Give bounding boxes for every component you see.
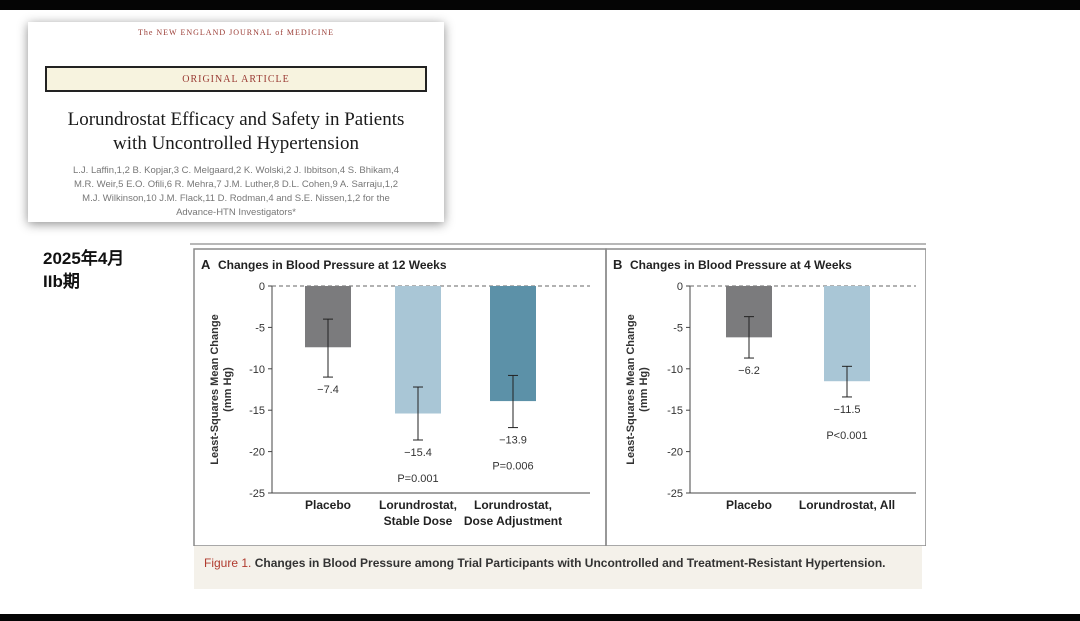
chart-panel-a: A Changes in Blood Pressure at 12 Weeks 0 -… <box>193 248 607 546</box>
bar-value-label: −6.2 <box>738 365 760 377</box>
paper-title-line-2: with Uncontrolled Hypertension <box>113 133 359 154</box>
journal-name: The NEW ENGLAND JOURNAL of MEDICINE <box>137 28 335 37</box>
category-label: Lorundrostat, <box>474 498 552 512</box>
chart-panel-b: B Changes in Blood Pressure at 4 Weeks 0 -5… <box>605 248 926 546</box>
top-black-bar <box>0 0 1080 10</box>
figure-caption-area: Figure 1. Changes in Blood Pressure amon… <box>194 546 922 589</box>
y-tick-label: -20 <box>249 447 265 459</box>
y-axis-units: (mm Hg) <box>638 367 650 412</box>
y-tick-label: -10 <box>249 364 265 376</box>
article-type-label: ORIGINAL ARTICLE <box>182 74 290 85</box>
author-line-2: M.R. Weir,5 E.O. Ofili,6 R. Mehra,7 J.M.… <box>73 179 399 190</box>
figure-caption-text: Changes in Blood Pressure among Trial Pa… <box>254 556 886 570</box>
y-axis-units: (mm Hg) <box>222 367 234 412</box>
category-label: Placebo <box>726 498 772 512</box>
figure-caption: Figure 1. Changes in Blood Pressure amon… <box>204 555 904 572</box>
panel-title: Changes in Blood Pressure at 4 Weeks <box>630 258 852 272</box>
y-tick-label: -20 <box>667 447 683 459</box>
category-label: Dose Adjustment <box>464 514 562 528</box>
y-tick-label: -25 <box>667 488 683 500</box>
y-tick-label: -10 <box>667 364 683 376</box>
trial-phase-note: IIb期 <box>43 272 80 291</box>
category-label: Placebo <box>305 498 351 512</box>
p-value-label: P=0.006 <box>492 461 533 473</box>
y-tick-label: -15 <box>667 405 683 417</box>
panel-letter: B <box>613 257 622 272</box>
author-line-1: L.J. Laffin,1,2 B. Kopjar,3 C. Melgaard,… <box>73 165 399 176</box>
bottom-black-bar <box>0 614 1080 621</box>
bar <box>824 286 870 382</box>
y-tick-label: 0 <box>259 281 265 293</box>
panel-title: Changes in Blood Pressure at 12 Weeks <box>218 258 447 272</box>
panel-frame <box>605 248 926 546</box>
paper-header-card: The NEW ENGLAND JOURNAL of MEDICINE ORIG… <box>28 22 444 222</box>
category-label: Stable Dose <box>384 514 453 528</box>
y-tick-label: -25 <box>249 488 265 500</box>
paper-title-line-1: Lorundrostat Efficacy and Safety in Pati… <box>67 109 405 130</box>
y-tick-label: 0 <box>677 281 683 293</box>
figure-1: A Changes in Blood Pressure at 12 Weeks 0 -… <box>190 243 926 589</box>
y-tick-label: -5 <box>673 322 683 334</box>
author-list: L.J. Laffin,1,2 B. Kopjar,3 C. Melgaard,… <box>52 164 420 220</box>
bar-value-label: −13.9 <box>499 435 527 447</box>
panel-letter: A <box>201 257 211 272</box>
author-line-3: M.J. Wilkinson,10 J.M. Flack,11 D. Rodma… <box>82 193 390 204</box>
category-label: Lorundrostat, <box>379 498 457 512</box>
y-axis-label: Least-Squares Mean Change <box>209 314 221 464</box>
y-tick-label: -15 <box>249 405 265 417</box>
figure-caption-label: Figure 1. <box>204 556 252 570</box>
publication-date-note: 2025年4月 <box>43 249 125 268</box>
bar-value-label: −11.5 <box>833 404 860 416</box>
p-value-label: P=0.001 <box>397 473 438 485</box>
figure-charts-svg: A Changes in Blood Pressure at 12 Weeks 0 -… <box>193 248 926 546</box>
bar-value-label: −15.4 <box>404 447 432 459</box>
p-value-label: P<0.001 <box>826 430 867 442</box>
paper-title: Lorundrostat Efficacy and Safety in Pati… <box>28 108 444 156</box>
category-label: Lorundrostat, All <box>799 498 895 512</box>
y-tick-label: -5 <box>255 322 265 334</box>
article-type-box: ORIGINAL ARTICLE <box>45 66 427 92</box>
author-line-4: Advance-HTN Investigators* <box>176 207 296 218</box>
figure-top-rule <box>190 243 926 245</box>
bar-value-label: −7.4 <box>317 384 339 396</box>
y-axis-label: Least-Squares Mean Change <box>625 314 637 464</box>
